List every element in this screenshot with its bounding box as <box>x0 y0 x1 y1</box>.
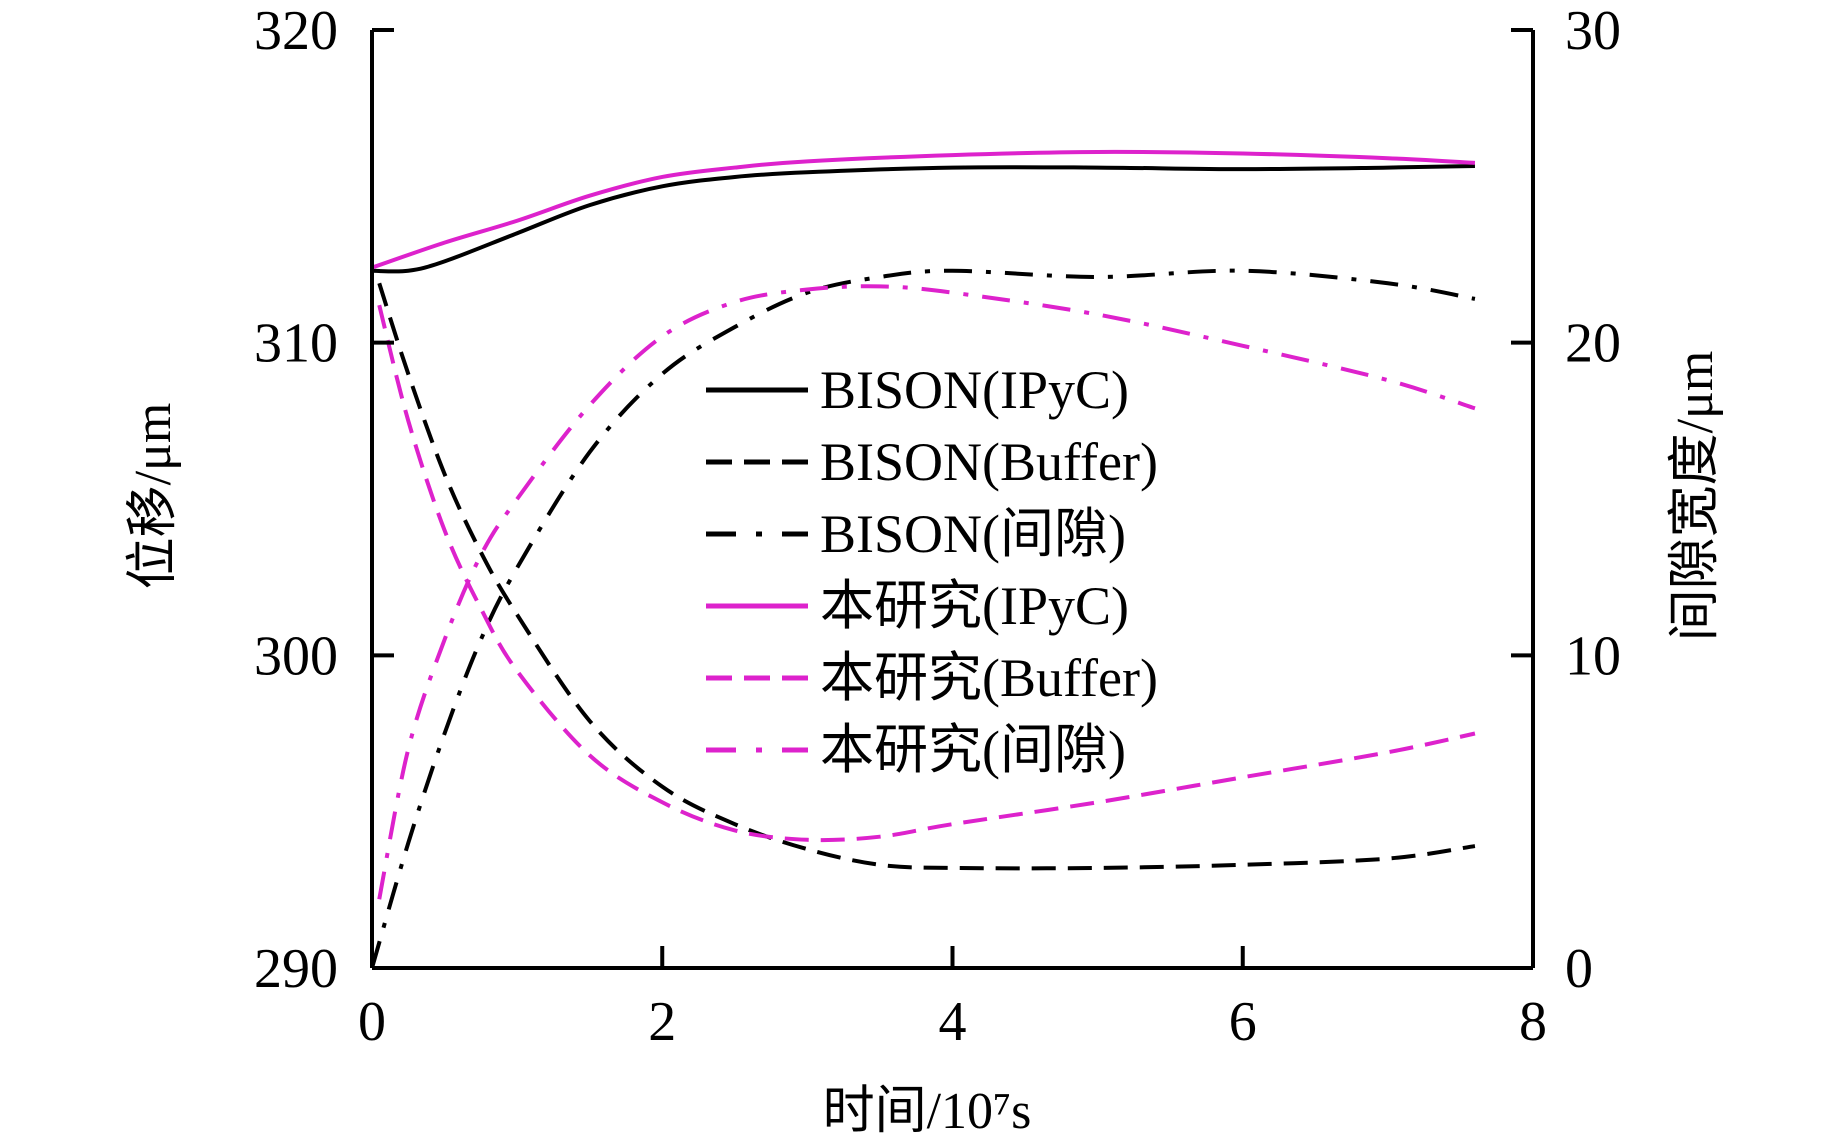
legend-label: BISON(Buffer) <box>820 432 1158 492</box>
series-line-5 <box>377 284 1476 900</box>
axes-layer: 0 2 4 6 8 290 300 310 320 0 10 20 30 <box>254 0 1621 1053</box>
y-left-tick-label: 320 <box>254 0 338 62</box>
y-right-tick-label: 30 <box>1565 0 1621 62</box>
legend-label: BISON(间隙) <box>820 504 1126 564</box>
series-layer <box>370 149 1476 969</box>
x-tick-label: 2 <box>648 991 676 1053</box>
series-line-2 <box>370 268 1476 969</box>
y-axis-right-label: 间隙宽度/μm <box>1667 351 1724 642</box>
x-tick-label: 6 <box>1229 991 1257 1053</box>
series-line-0 <box>371 164 1475 274</box>
y-left-tick-label: 310 <box>254 313 338 375</box>
y-right-tick-label: 20 <box>1565 313 1621 375</box>
y-axis-left-label: 位移/μm <box>125 403 182 590</box>
y-left-tick-label: 290 <box>254 938 338 1000</box>
plot-area <box>372 30 1533 968</box>
series-line-4 <box>377 304 1476 843</box>
legend-label: 本研究(间隙) <box>820 720 1126 780</box>
x-tick-label: 4 <box>939 991 967 1053</box>
x-axis-label: 时间/10⁷s <box>823 1083 1032 1139</box>
legend: BISON(IPyC) BISON(Buffer) BISON(间隙) 本研究(IPy… <box>706 360 1158 780</box>
series-line-3 <box>371 149 1476 270</box>
legend-label: 本研究(IPyC) <box>820 576 1129 636</box>
series-line-1 <box>377 282 1476 871</box>
y-left-tick-label: 300 <box>254 625 338 687</box>
x-tick-label: 0 <box>358 991 386 1053</box>
y-right-tick-label: 0 <box>1565 938 1593 1000</box>
legend-label: 本研究(Buffer) <box>820 648 1158 708</box>
legend-label: BISON(IPyC) <box>820 360 1129 420</box>
y-right-tick-label: 10 <box>1565 625 1621 687</box>
x-tick-label: 8 <box>1519 991 1547 1053</box>
